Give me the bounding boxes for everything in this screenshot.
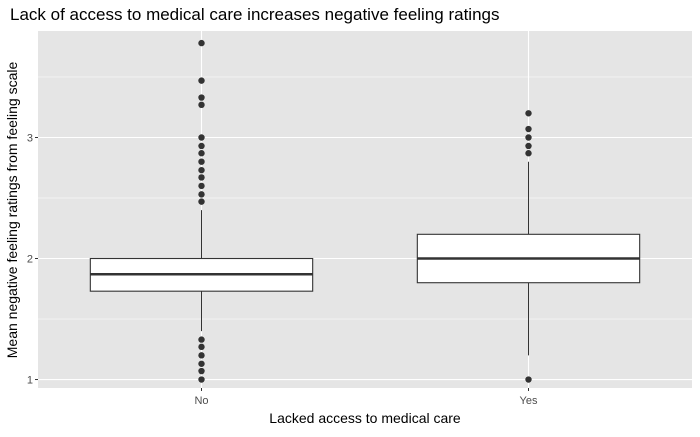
y-tick-label: 1 — [27, 375, 33, 387]
outlier-point — [525, 110, 532, 117]
outlier-point — [198, 150, 205, 157]
outlier-point — [198, 39, 205, 47]
x-axis-label: Lacked access to medical care — [269, 410, 461, 426]
x-tick-label: No — [194, 395, 208, 407]
outlier-point — [198, 158, 205, 165]
outlier-point — [525, 376, 532, 383]
x-tick-label: Yes — [520, 395, 538, 407]
outlier-point — [198, 367, 205, 375]
outlier-point — [525, 150, 532, 157]
outlier-point — [198, 174, 205, 181]
outlier-point — [198, 191, 205, 198]
outlier-point — [525, 142, 532, 150]
outlier-point — [198, 166, 205, 174]
box-group-yes — [416, 110, 641, 383]
plot-panel — [38, 31, 692, 388]
axis-layer: 1 2 3 No Yes — [27, 132, 538, 407]
outlier-point — [198, 182, 205, 190]
y-axis-label: Mean negative feeling ratings from feeli… — [4, 62, 20, 359]
chart-title: Lack of access to medical care increases… — [10, 5, 499, 24]
outlier-point — [198, 134, 205, 141]
outlier-point — [198, 94, 205, 101]
outlier-point — [525, 134, 532, 141]
outlier-point — [198, 142, 205, 150]
outlier-point — [198, 101, 205, 109]
outlier-point — [198, 336, 205, 343]
outlier-point — [198, 198, 205, 205]
box-group-no — [89, 39, 314, 383]
outlier-point — [198, 77, 205, 84]
y-tick-label: 2 — [27, 254, 33, 266]
outlier-point — [198, 343, 205, 351]
box-layer — [89, 39, 641, 383]
outlier-point — [198, 360, 205, 367]
outlier-point — [198, 352, 205, 359]
outlier-point — [198, 376, 205, 383]
y-tick-label: 3 — [27, 132, 33, 144]
outlier-point — [525, 125, 532, 133]
